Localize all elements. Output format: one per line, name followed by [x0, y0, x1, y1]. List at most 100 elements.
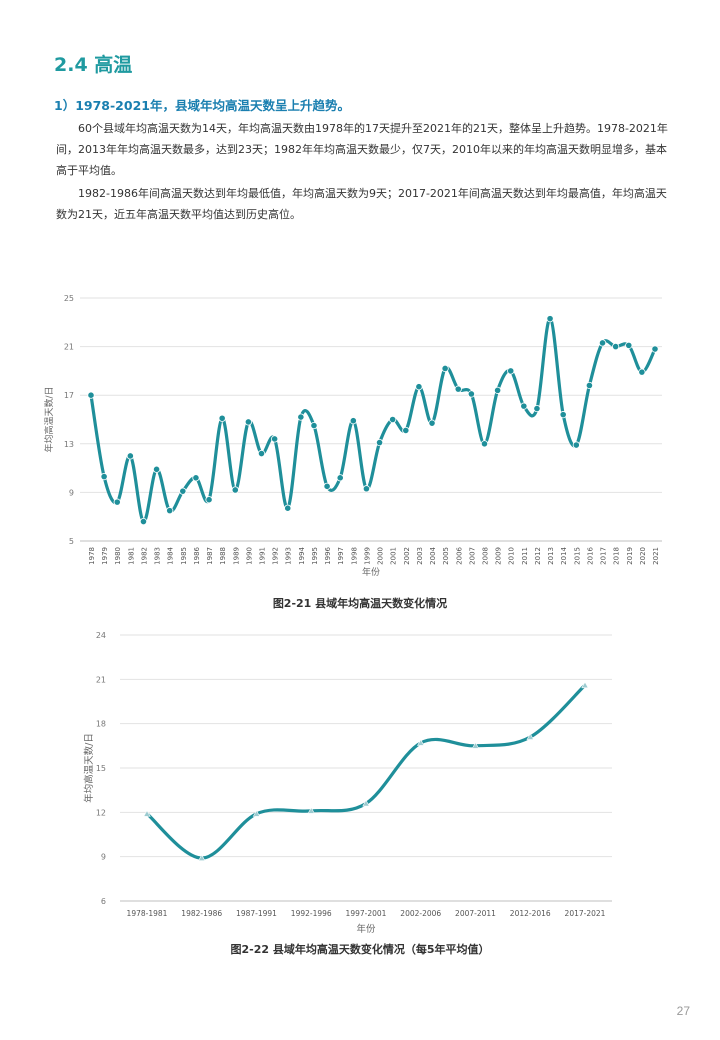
chart-annual-high-temp-days: 5 9 13 17 21 25 1978 1979 1980 1981 1982 1983 1984 19… [43, 294, 662, 578]
chart1-data-point [651, 345, 659, 353]
chart2-series-line [145, 683, 587, 860]
chart2-xtick-label: 2007-2011 [455, 909, 496, 918]
chart1-data-point [572, 441, 580, 449]
subheading: 1）1978-2021年，县域年均高温天数呈上升趋势。 [54, 98, 350, 113]
chart1-ytick-label: 13 [64, 440, 74, 449]
chart1-xtick-label: 2012 [534, 547, 542, 565]
chart1-xtick-label: 2002 [403, 547, 411, 565]
chart2-data-point [252, 809, 261, 817]
chart1-xtick-label: 1999 [363, 547, 371, 565]
chart1-xtick-label: 2021 [652, 547, 660, 565]
chart1-data-point [612, 342, 620, 351]
chart1-data-point [625, 341, 633, 349]
chart1-data-point [507, 367, 515, 375]
chart1-xtick-label: 1985 [180, 547, 188, 565]
chart1-ytick-label: 25 [64, 294, 74, 303]
chart1-xtick-label: 1994 [298, 546, 306, 564]
chart1-data-point [494, 386, 502, 394]
chart1-data-point [244, 418, 252, 426]
chart1-xtick-label: 2003 [416, 547, 424, 565]
chart1-data-point [546, 315, 554, 323]
chart1-xtick-label: 2004 [429, 546, 437, 564]
chart1-data-point [205, 496, 213, 504]
chart1-xtick-label: 2007 [468, 547, 476, 565]
chart2-xtick-label: 2012-2016 [510, 909, 551, 918]
chart1-xtick-label: 1987 [206, 547, 214, 565]
chart1-xtick-label: 2017 [600, 547, 608, 565]
chart1-data-point [139, 517, 148, 526]
chart1-data-point [100, 473, 108, 481]
paragraph-2: 1982-1986年间高温天数达到年均最低值，年均高温天数为9天；2017-20… [56, 187, 667, 221]
chart1-ytick-label: 9 [69, 488, 74, 497]
chart1-xtick-label: 1981 [127, 547, 135, 565]
chart1-xtick-label: 1978 [88, 547, 96, 565]
chart2-ytick-label: 9 [101, 853, 106, 862]
section-title: 2.4 高温 [54, 54, 133, 76]
chart1-data-point [310, 421, 318, 430]
chart1-xtick-label: 1989 [232, 547, 240, 565]
chart1-xtick-label: 1992 [272, 547, 280, 565]
chart1-xtick-label: 1983 [154, 547, 162, 565]
chart1-data-point [480, 440, 489, 448]
chart1-data-point [323, 482, 331, 490]
chart1-xtick-label: 2018 [613, 547, 621, 565]
chart1-series-line [89, 317, 657, 524]
chart1-xtick-label: 1986 [193, 546, 201, 564]
chart2-data-point [581, 681, 589, 689]
chart1-xtick-label: 1979 [101, 547, 109, 565]
chart1-xtick-label: 1995 [311, 547, 319, 565]
chart1-data-point [533, 404, 541, 413]
chart1-data-point [598, 339, 607, 347]
chart2-data-point [362, 799, 370, 807]
chart2-y-axis-title: 年均高温天数/日 [83, 733, 95, 803]
page-number: 27 [676, 1004, 690, 1018]
chart1-data-point [87, 391, 95, 399]
chart1-xtick-label: 1988 [219, 547, 227, 565]
chart1-ytick-label: 17 [64, 391, 74, 400]
chart1-caption: 图2-21 县域年均高温天数变化情况 [272, 597, 448, 610]
chart1-data-point [467, 390, 475, 398]
chart2-ytick-label: 24 [96, 631, 106, 640]
chart1-xtick-label: 1990 [245, 547, 253, 565]
chart2-ytick-label: 12 [96, 808, 106, 817]
chart1-xtick-label: 2011 [521, 547, 529, 565]
chart2-ytick-label: 21 [96, 675, 106, 684]
chart2-xtick-label: 2002-2006 [400, 909, 441, 918]
chart2-caption: 图2-22 县域年均高温天数变化情况（每5年平均值） [230, 943, 490, 956]
chart1-data-point [520, 402, 528, 410]
chart1-data-point [126, 452, 134, 460]
chart2-ytick-label: 18 [96, 720, 106, 729]
chart1-xtick-label: 1991 [259, 547, 267, 565]
chart1-xtick-label: 2020 [639, 547, 647, 565]
chart1-xtick-label: 2006 [455, 546, 463, 564]
chart1-xtick-label: 2005 [442, 547, 450, 565]
chart1-data-point [428, 419, 436, 427]
chart1-xtick-label: 2015 [573, 547, 581, 565]
chart2-ytick-label: 6 [101, 897, 106, 906]
chart1-xtick-label: 2013 [547, 547, 555, 565]
chart2-x-axis-title: 年份 [356, 923, 376, 935]
chart1-data-point [218, 414, 226, 422]
chart2-ytick-label: 15 [96, 764, 106, 773]
chart1-ytick-label: 5 [69, 537, 74, 546]
chart1-ytick-label: 21 [64, 343, 74, 352]
chart1-data-point [297, 413, 305, 421]
chart1-xtick-label: 2014 [560, 546, 568, 564]
chart1-xtick-label: 1993 [285, 547, 293, 565]
chart2-xtick-label: 2017-2021 [565, 909, 606, 918]
chart1-data-point [559, 411, 567, 419]
chart1-data-point [415, 383, 423, 391]
chart1-xtick-label: 1980 [114, 547, 122, 565]
chart2-xtick-label: 1987-1991 [236, 909, 277, 918]
chart1-data-point [638, 368, 646, 376]
chart1-xtick-label: 2008 [481, 547, 489, 565]
chart1-data-point [389, 415, 397, 424]
chart1-data-point [375, 438, 384, 447]
chart1-xtick-label: 2010 [508, 547, 516, 565]
chart2-data-point [417, 739, 425, 746]
chart1-xtick-label: 2009 [495, 547, 503, 565]
chart1-data-point [152, 465, 161, 473]
chart1-data-point [284, 504, 292, 512]
chart2-data-point [526, 733, 534, 740]
chart1-xtick-label: 2019 [626, 547, 634, 565]
